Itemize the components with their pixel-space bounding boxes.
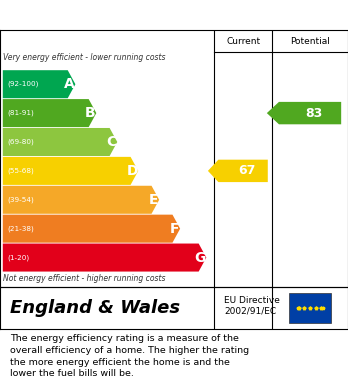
Text: Very energy efficient - lower running costs: Very energy efficient - lower running co… bbox=[3, 53, 166, 62]
Polygon shape bbox=[267, 102, 341, 124]
Polygon shape bbox=[3, 186, 159, 214]
Text: F: F bbox=[169, 222, 179, 236]
Text: 83: 83 bbox=[305, 107, 322, 120]
Text: EU Directive
2002/91/EC: EU Directive 2002/91/EC bbox=[224, 296, 280, 316]
Text: (92-100): (92-100) bbox=[7, 81, 38, 88]
Text: (55-68): (55-68) bbox=[7, 168, 34, 174]
Text: B: B bbox=[85, 106, 96, 120]
Bar bbox=[289, 293, 331, 323]
Text: (21-38): (21-38) bbox=[7, 226, 34, 232]
Polygon shape bbox=[3, 99, 96, 127]
Text: Not energy efficient - higher running costs: Not energy efficient - higher running co… bbox=[3, 274, 166, 283]
Text: (1-20): (1-20) bbox=[7, 254, 29, 261]
Polygon shape bbox=[3, 157, 138, 185]
Polygon shape bbox=[3, 70, 76, 98]
Text: The energy efficiency rating is a measure of the
overall efficiency of a home. T: The energy efficiency rating is a measur… bbox=[10, 334, 250, 378]
Text: (69-80): (69-80) bbox=[7, 139, 34, 145]
Polygon shape bbox=[208, 160, 268, 182]
Polygon shape bbox=[3, 128, 117, 156]
Text: (81-91): (81-91) bbox=[7, 110, 34, 117]
Text: C: C bbox=[106, 135, 117, 149]
Text: (39-54): (39-54) bbox=[7, 197, 34, 203]
Text: A: A bbox=[64, 77, 75, 91]
Text: Current: Current bbox=[226, 36, 260, 45]
Text: Potential: Potential bbox=[290, 36, 330, 45]
Text: G: G bbox=[195, 251, 206, 265]
Text: England & Wales: England & Wales bbox=[10, 299, 181, 317]
Polygon shape bbox=[3, 215, 180, 243]
Text: E: E bbox=[149, 193, 158, 207]
Text: 67: 67 bbox=[238, 164, 255, 178]
Text: Energy Efficiency Rating: Energy Efficiency Rating bbox=[10, 7, 213, 23]
Polygon shape bbox=[3, 244, 206, 272]
Text: D: D bbox=[127, 164, 138, 178]
